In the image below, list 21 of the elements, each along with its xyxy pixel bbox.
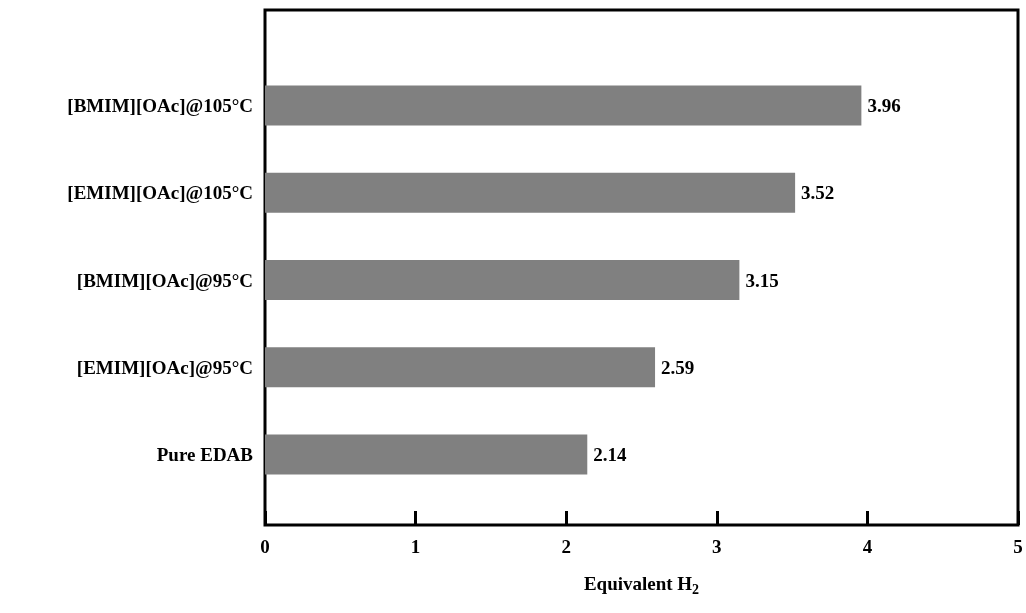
y-tick-label: [BMIM][OAc]@95°C xyxy=(76,269,253,291)
y-tick-label: Pure EDAB xyxy=(156,443,254,465)
y-tick-label: [BMIM][OAc]@105°C xyxy=(67,95,253,117)
data-label: 2.14 xyxy=(593,443,628,465)
data-label: 3.15 xyxy=(745,269,779,291)
bar xyxy=(265,172,796,213)
data-label: 3.96 xyxy=(867,95,901,117)
y-tick-label: [EMIM][OAc]@105°C xyxy=(67,182,253,204)
x-tick-label: 2 xyxy=(561,536,571,557)
x-tick-label: 0 xyxy=(260,536,270,557)
bar xyxy=(265,434,588,475)
x-tick-label: 4 xyxy=(862,536,873,557)
x-tick-label: 3 xyxy=(712,536,722,557)
x-tick-label: 5 xyxy=(1013,536,1023,557)
bar xyxy=(265,85,862,126)
bar xyxy=(265,260,740,300)
bar xyxy=(265,347,656,388)
data-label: 3.52 xyxy=(801,182,835,204)
data-label: 2.59 xyxy=(661,356,695,378)
x-tick-label: 1 xyxy=(410,536,421,557)
y-tick-label: [EMIM][OAc]@95°C xyxy=(76,356,253,378)
